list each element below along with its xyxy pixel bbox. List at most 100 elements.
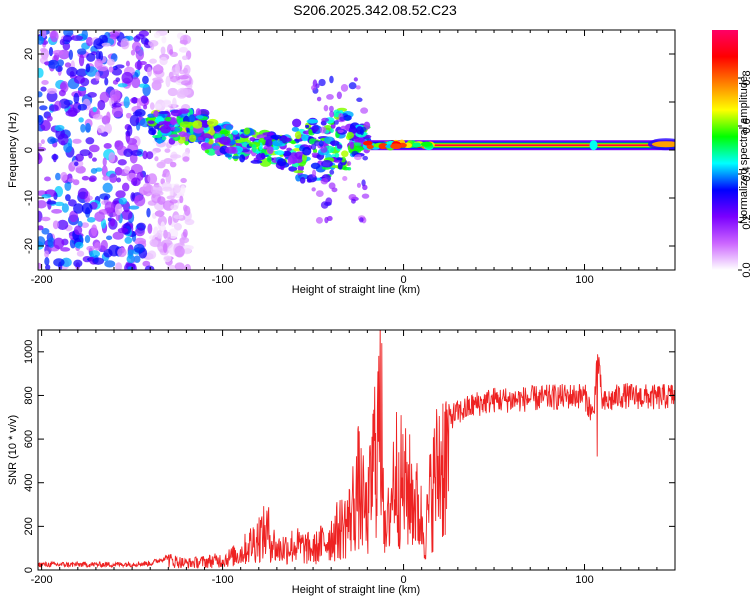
spectrogram-band-blob	[250, 159, 263, 164]
spectrogram-noise-blob	[184, 218, 195, 226]
spectrogram-band-knot	[390, 143, 403, 150]
spectrogram-noise-blob	[80, 123, 86, 133]
spectrogram-main-band-layer	[367, 144, 675, 146]
spectrogram-band-blob	[189, 125, 194, 135]
spectrogram-noise-blob	[172, 97, 177, 109]
spectrogram-noise-blob	[117, 227, 129, 234]
snr-frame	[37, 329, 676, 571]
spectrogram-noise-blob	[131, 77, 141, 89]
spectrogram-noise-blob	[92, 106, 98, 113]
spectrogram-noise-blob	[134, 194, 146, 207]
spectrogram-xtick-label: -100	[212, 274, 234, 286]
spectrogram-noise-blob	[169, 161, 177, 168]
spectrogram-tail-blob	[318, 78, 326, 87]
spectrogram-noise-blob	[103, 143, 112, 149]
spectrogram-noise-blob	[72, 138, 82, 144]
spectrogram-noise-blob	[108, 152, 116, 163]
spectrogram-noise-blob	[79, 149, 91, 157]
spectrogram-band-blob	[251, 143, 257, 153]
spectrogram-noise-blob	[125, 60, 130, 67]
spectrogram-tail-blob	[324, 216, 329, 224]
spectrogram-noise-blob	[156, 229, 163, 239]
spectrogram-noise-blob	[123, 96, 130, 109]
spectrogram-noise-blob	[142, 150, 148, 160]
spectrogram-band-blob	[329, 140, 340, 146]
spectrogram-band-blob	[179, 121, 192, 128]
spectrogram-xtick-label: -200	[31, 274, 53, 286]
spectrogram-noise-blob	[74, 161, 79, 167]
spectrogram-noise-blob	[38, 35, 44, 45]
spectrogram-tail-blob	[356, 182, 362, 188]
spectrogram-band-blob	[188, 114, 196, 123]
spectrogram-noise-blob	[94, 58, 103, 69]
spectrogram-noise-blob	[94, 211, 105, 222]
spectrogram-noise-blob	[78, 54, 85, 67]
snr-xlabel: Height of straight line (km)	[292, 584, 420, 596]
spectrogram-noise-blob	[180, 80, 192, 86]
spectrogram-noise-blob	[76, 250, 85, 257]
spectrogram-tail-blob	[356, 97, 363, 103]
spectrogram-noise-blob	[48, 46, 54, 57]
spectrogram-noise-blob	[50, 138, 59, 143]
spectrogram-tail-blob	[329, 110, 335, 118]
spectrogram-noise-blob	[73, 203, 84, 214]
spectrogram-band-blob	[207, 118, 219, 127]
spectrogram-noise-blob	[121, 182, 130, 192]
spectrogram-noise-blob	[77, 103, 88, 111]
spectrogram-noise-blob	[81, 30, 89, 40]
spectrogram-band-blob	[346, 131, 354, 139]
spectrogram-noise-blob	[180, 185, 186, 195]
spectrogram-band-blob	[148, 127, 157, 136]
spectrogram-band-blob	[170, 117, 177, 126]
spectrogram-noise-blob	[73, 75, 86, 84]
spectrogram-noise-blob	[95, 50, 101, 61]
spectrogram-band-blob	[336, 144, 343, 149]
spectrogram-noise-blob	[90, 224, 98, 237]
spectrogram-band-blob	[266, 146, 274, 155]
spectrogram-noise-blob	[120, 38, 130, 50]
spectrogram-noise-blob	[166, 264, 177, 270]
spectrogram-noise-blob	[97, 125, 106, 134]
spectrogram-noise-blob	[124, 236, 133, 244]
spectrogram-noise-blob	[117, 247, 127, 258]
spectrogram-noise-blob	[45, 264, 51, 270]
spectrogram-band-blob	[147, 120, 155, 125]
snr-ylabel: SNR (10 * v/v)	[7, 415, 19, 485]
spectrogram-ytick-label: -20	[23, 238, 35, 254]
spectrogram-band-blob	[334, 152, 340, 158]
spectrogram-noise-blob	[50, 30, 59, 43]
spectrogram-tail-blob	[320, 146, 328, 153]
spectrogram-noise-blob	[104, 260, 116, 268]
spectrogram-noise-blob	[140, 95, 149, 104]
spectrogram-noise-blob	[54, 201, 65, 207]
spectrogram-band-blob	[214, 133, 222, 138]
spectrogram-band-blob	[340, 125, 347, 131]
spectrogram-noise-blob	[86, 245, 95, 251]
spectrogram-band-blob	[195, 108, 202, 118]
snr-xtick-label: -100	[212, 574, 234, 586]
spectrogram-noise-blob	[157, 196, 166, 205]
spectrogram-band-blob	[260, 152, 266, 160]
spectrogram-tail-blob	[321, 117, 330, 123]
spectrogram-ylabel: Frequency (Hz)	[7, 112, 19, 188]
spectrogram-noise-blob	[149, 102, 155, 110]
spectrogram-noise-blob	[115, 262, 123, 270]
spectrogram-band-blob	[276, 158, 287, 167]
spectrogram-noise-blob	[167, 87, 178, 97]
spectrogram-band-blob	[333, 109, 340, 118]
spectrogram-noise-blob	[89, 175, 97, 182]
spectrogram-noise-blob	[130, 192, 136, 202]
spectrogram-noise-blob	[77, 187, 89, 200]
spectrogram-band-blob	[213, 125, 222, 132]
spectrogram-noise-blob	[57, 219, 69, 230]
spectrogram-band-blob	[306, 119, 319, 124]
spectrogram-noise-blob	[52, 153, 57, 163]
spectrogram-band-blob	[336, 157, 343, 161]
spectrogram-noise-blob	[130, 49, 136, 56]
spectrogram-noise-blob	[160, 159, 167, 166]
spectrogram-band-blob	[329, 128, 334, 133]
spectrogram-band-blob	[169, 134, 179, 138]
spectrogram-noise-blob	[128, 205, 140, 210]
spectrogram-tail-blob	[311, 85, 317, 91]
spectrogram-band-blob	[243, 127, 251, 135]
